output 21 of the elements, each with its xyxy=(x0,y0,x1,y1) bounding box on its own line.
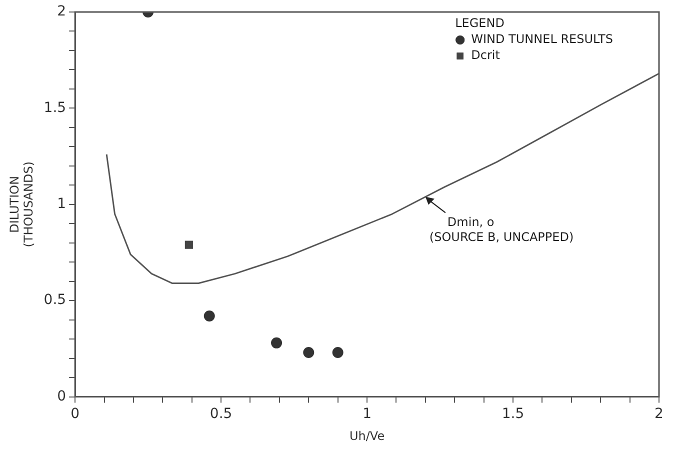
x-tick-label: 0.5 xyxy=(210,406,232,422)
x-tick-label: 1.5 xyxy=(502,406,524,422)
y-tick-label: 1 xyxy=(57,196,66,212)
point xyxy=(184,240,193,249)
x-tick-label: 1 xyxy=(362,406,372,422)
y-tick-label: 2 xyxy=(57,4,66,20)
x-axis-title: Uh/Ve xyxy=(349,428,385,443)
point xyxy=(204,310,215,322)
y-tick-label: 0 xyxy=(57,388,66,404)
point xyxy=(271,337,282,348)
y-tick-label: 1.5 xyxy=(44,100,66,116)
point xyxy=(332,347,344,358)
y-axis-title: DILUTION (THOUSANDS) xyxy=(7,161,36,248)
legend-label: Dcrit xyxy=(471,48,500,62)
y-tick-label: 0.5 xyxy=(44,292,66,308)
annotation: Dmin, o (SOURCE B, UNCAPPED) xyxy=(429,214,574,244)
x-tick-label: 0 xyxy=(70,406,80,422)
legend-label: WIND TUNNEL RESULTS xyxy=(471,32,614,46)
x-tick-label: 2 xyxy=(654,406,664,422)
point xyxy=(303,347,314,358)
legend-title: LEGEND xyxy=(455,16,504,30)
